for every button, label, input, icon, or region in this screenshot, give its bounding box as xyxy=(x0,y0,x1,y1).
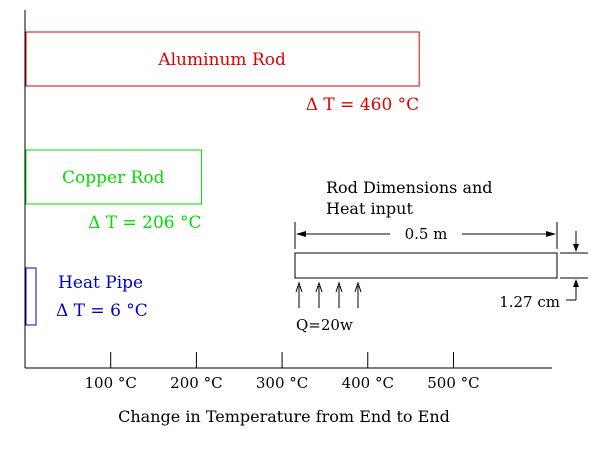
x-ticks: 100 °C 200 °C 300 °C 400 °C 500 °C xyxy=(84,352,480,392)
x-axis-label: Change in Temperature from End to End xyxy=(118,407,450,426)
x-tick-label-300: 300 °C xyxy=(256,374,308,392)
bar-copper-rod xyxy=(25,149,203,205)
diameter-label: 1.27 cm xyxy=(499,293,560,311)
rod-outline xyxy=(294,252,558,279)
heat-arrow-3-head xyxy=(335,281,343,293)
x-tick-label-500: 500 °C xyxy=(427,374,479,392)
heat-input-label: Q=20w xyxy=(296,316,353,334)
axes xyxy=(24,10,552,369)
diameter-arrow-top-head xyxy=(573,244,579,252)
bar-label-copper-rod: Copper Rod xyxy=(62,168,165,188)
bar-label-heat-pipe: Heat Pipe xyxy=(58,273,143,293)
bar-label-aluminum-rod: Aluminum Rod xyxy=(157,50,286,70)
length-arrow-right xyxy=(546,231,556,237)
heat-arrow-1-head xyxy=(295,281,303,293)
heat-arrow-2-head xyxy=(315,281,323,293)
inset-title-line2: Heat input xyxy=(326,199,413,218)
delta-label-heat-pipe: Δ T = 6 °C xyxy=(56,301,148,321)
inset-title-line1: Rod Dimensions and xyxy=(326,178,493,197)
x-tick-label-100: 100 °C xyxy=(84,374,136,392)
length-label: 0.5 m xyxy=(405,225,448,243)
x-tick-label-400: 400 °C xyxy=(342,374,394,392)
bars: Aluminum Rod Δ T = 460 °C Copper Rod Δ T = … xyxy=(25,31,420,326)
bar-heat-pipe xyxy=(25,267,37,326)
length-arrow-left xyxy=(296,231,306,237)
bar-aluminum-rod xyxy=(25,31,420,87)
x-tick-label-200: 200 °C xyxy=(170,374,222,392)
heat-input-arrows xyxy=(295,281,362,308)
delta-label-aluminum-rod: Δ T = 460 °C xyxy=(306,95,419,115)
rod-dimensions-inset: Rod Dimensions and Heat input 0.5 m 1.27… xyxy=(294,178,588,334)
heat-arrow-4-head xyxy=(354,281,362,293)
delta-label-copper-rod: Δ T = 206 °C xyxy=(88,213,201,233)
diameter-arrow-bottom-head xyxy=(573,279,579,287)
